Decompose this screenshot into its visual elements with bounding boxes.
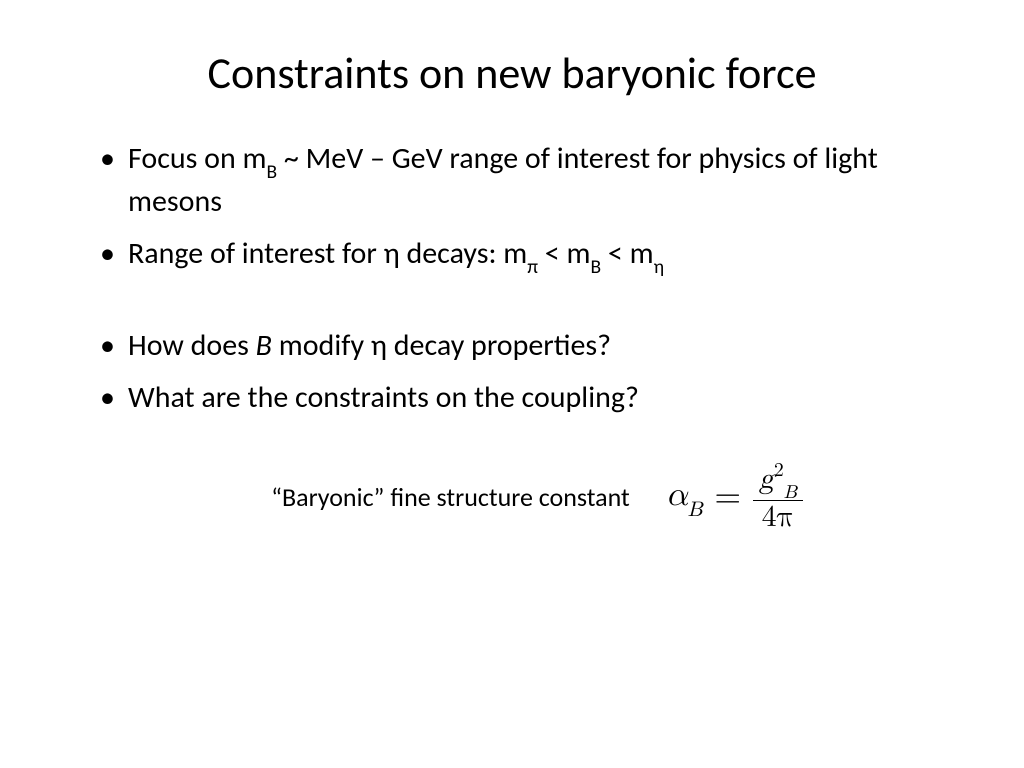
- subscript: B: [784, 483, 797, 502]
- text-run: Range of interest for η decays: m: [128, 235, 527, 272]
- text-run: How does: [128, 327, 256, 364]
- subscript: η: [654, 255, 664, 279]
- g-symbol: g: [759, 464, 774, 494]
- text-run: Focus on m: [128, 140, 267, 177]
- bullet-list: Focus on mB ~ MeV – GeV range of interes…: [72, 139, 952, 419]
- subscript: π: [527, 255, 538, 279]
- bullet-item: Focus on mB ~ MeV – GeV range of interes…: [100, 139, 952, 223]
- equation-label: “Baryonic” fine structure constant: [271, 481, 630, 513]
- text-run: < m: [601, 235, 653, 272]
- subscript: B: [267, 160, 278, 184]
- equals-sign: =: [715, 477, 741, 518]
- fraction-numerator: g2B: [753, 461, 803, 501]
- equation: αB = g2B 4π: [666, 461, 803, 534]
- slide-title: Constraints on new baryonic force: [72, 48, 952, 99]
- alpha-symbol: α: [666, 478, 688, 512]
- bullet-item: How does B modify η decay properties?: [100, 326, 952, 367]
- text-run: What are the constraints on the coupling…: [128, 379, 639, 416]
- text-run: modify η decay properties?: [272, 327, 611, 364]
- bullet-item: Range of interest for η decays: mπ < mB …: [100, 234, 952, 277]
- text-run: < m: [538, 235, 590, 272]
- italic-text: B: [256, 327, 272, 364]
- equation-row: “Baryonic” fine structure constant αB = …: [72, 461, 952, 534]
- fraction-denominator: 4π: [756, 501, 801, 533]
- subscript: B: [688, 500, 703, 521]
- subscript: B: [591, 255, 602, 279]
- bullet-item: What are the constraints on the coupling…: [100, 378, 952, 419]
- slide: Constraints on new baryonic force Focus …: [0, 0, 1024, 768]
- fraction: g2B 4π: [753, 461, 803, 534]
- eq-lhs: αB: [666, 475, 703, 520]
- superscript: 2: [774, 460, 784, 480]
